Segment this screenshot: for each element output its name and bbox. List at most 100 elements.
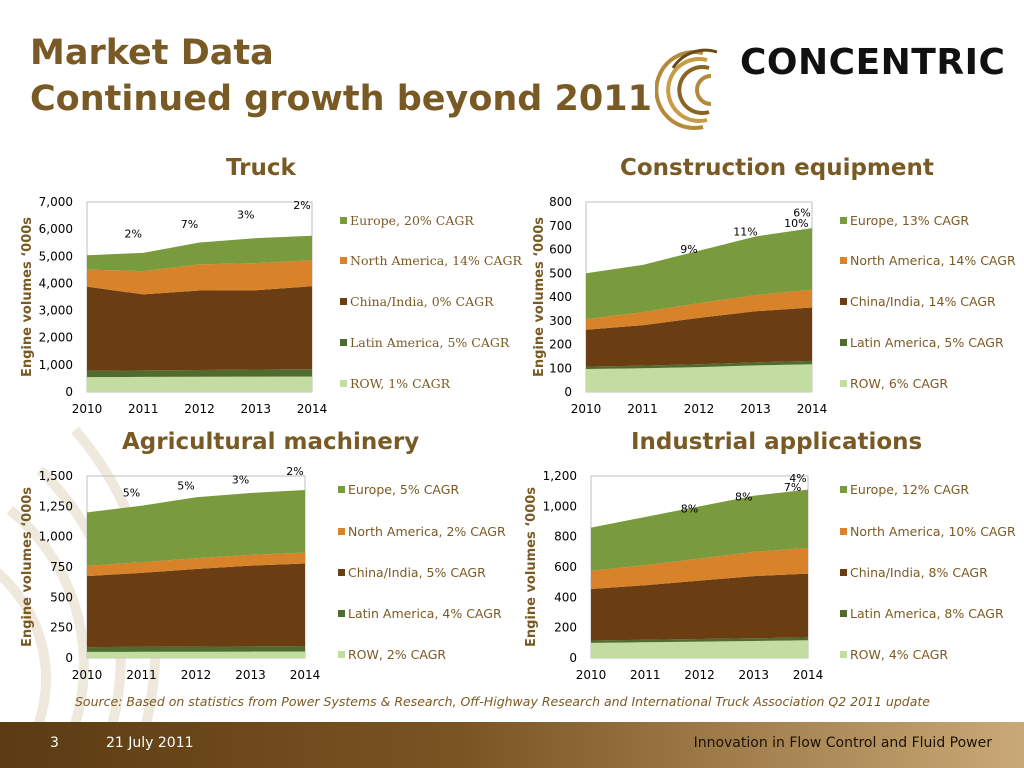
area-series-row xyxy=(591,640,808,658)
x-tick-label: 2014 xyxy=(797,402,828,416)
growth-annotation: 3% xyxy=(237,208,254,221)
y-tick-label: 0 xyxy=(65,385,73,399)
area-series-china-india xyxy=(586,307,812,367)
y-tick-label: 1,000 xyxy=(543,499,577,513)
legend-item: China/India, 14% CAGR xyxy=(840,294,996,309)
chart-title-industrial: Industrial applications xyxy=(631,429,923,455)
legend-swatch xyxy=(840,217,847,224)
area-series-latin-america xyxy=(591,637,808,643)
growth-annotation: 9% xyxy=(680,243,697,256)
area-series-row xyxy=(87,651,305,658)
legend-item: ROW, 4% CAGR xyxy=(840,647,948,662)
legend-swatch xyxy=(340,298,347,305)
legend-label: ROW, 1% CAGR xyxy=(350,376,451,391)
legend-swatch xyxy=(840,257,847,264)
legend-item: North America, 2% CAGR xyxy=(338,524,506,539)
x-tick-label: 2010 xyxy=(576,668,607,682)
legend-swatch xyxy=(840,610,847,617)
y-tick-label: 750 xyxy=(50,560,73,574)
x-tick-label: 2012 xyxy=(684,402,715,416)
x-tick-label: 2013 xyxy=(738,668,769,682)
legend-swatch xyxy=(840,528,847,535)
logo-mark-icon xyxy=(655,48,718,130)
growth-annotation: 2% xyxy=(286,465,303,478)
y-tick-label: 1,500 xyxy=(39,469,73,483)
footer-date: 21 July 2011 xyxy=(106,735,194,751)
x-tick-label: 2011 xyxy=(630,668,661,682)
legend-swatch xyxy=(840,298,847,305)
area-series-europe xyxy=(87,489,305,566)
legend-label: China/India, 0% CAGR xyxy=(350,294,494,309)
legend-label: ROW, 2% CAGR xyxy=(348,647,447,662)
legend-label: Europe, 20% CAGR xyxy=(350,213,474,228)
legend-swatch xyxy=(338,651,345,658)
legend-item: North America, 14% CAGR xyxy=(340,253,522,268)
legend-swatch xyxy=(340,380,347,387)
area-series-china-india xyxy=(87,563,305,648)
source-note: Source: Based on statistics from Power S… xyxy=(75,694,930,709)
title-line-2: Continued growth beyond 2011 xyxy=(30,79,652,119)
legend-item: Europe, 12% CAGR xyxy=(840,482,969,497)
y-axis-label: Engine volumes ‘000s xyxy=(524,487,539,647)
x-tick-label: 2013 xyxy=(740,402,771,416)
legend-label: Europe, 13% CAGR xyxy=(850,213,970,228)
y-tick-label: 500 xyxy=(549,266,572,280)
y-tick-label: 400 xyxy=(549,290,572,304)
y-tick-label: 600 xyxy=(554,560,577,574)
x-tick-label: 2010 xyxy=(72,402,103,416)
footer-tagline: Innovation in Flow Control and Fluid Pow… xyxy=(693,735,992,751)
x-tick-label: 2011 xyxy=(128,402,159,416)
growth-annotation: 8% xyxy=(735,490,752,503)
x-tick-label: 2012 xyxy=(181,668,212,682)
y-tick-label: 700 xyxy=(549,219,572,233)
legend-item: Europe, 13% CAGR xyxy=(840,213,969,228)
growth-annotation: 5% xyxy=(177,479,194,492)
legend-item: ROW, 6% CAGR xyxy=(840,376,948,391)
growth-annotation: 5% xyxy=(123,487,140,500)
y-tick-label: 800 xyxy=(549,195,572,209)
area-series-latin-america xyxy=(87,369,312,378)
legend-label: North America, 14% CAGR xyxy=(850,253,1016,268)
x-tick-label: 2014 xyxy=(290,668,321,682)
legend-swatch xyxy=(840,486,847,493)
growth-annotation: 11% xyxy=(733,225,757,238)
legend-item: Latin America, 5% CAGR xyxy=(840,335,1004,350)
y-tick-label: 5,000 xyxy=(39,249,73,263)
x-tick-label: 2011 xyxy=(627,402,658,416)
y-tick-label: 250 xyxy=(50,621,73,635)
area-series-north-america xyxy=(87,260,312,295)
y-tick-label: 200 xyxy=(554,621,577,635)
y-tick-label: 0 xyxy=(564,385,572,399)
y-tick-label: 3,000 xyxy=(39,304,73,318)
footer-bar: 3 21 July 2011 Innovation in Flow Contro… xyxy=(0,722,1024,768)
legend-item: Latin America, 5% CAGR xyxy=(340,335,509,350)
y-tick-label: 1,000 xyxy=(39,530,73,544)
legend-label: ROW, 6% CAGR xyxy=(850,376,949,391)
area-series-china-india xyxy=(87,286,312,371)
legend-item: North America, 14% CAGR xyxy=(840,253,1016,268)
y-tick-label: 0 xyxy=(65,651,73,665)
legend-swatch xyxy=(840,651,847,658)
y-tick-label: 800 xyxy=(554,530,577,544)
chart-title-agricultural: Agricultural machinery xyxy=(122,429,420,455)
growth-annotation: 2% xyxy=(125,227,142,240)
x-tick-label: 2010 xyxy=(72,668,103,682)
area-series-china-india xyxy=(591,573,808,641)
y-axis-label: Engine volumes ‘000s xyxy=(532,217,547,377)
chart-title-construction: Construction equipment xyxy=(620,155,934,181)
x-tick-label: 2014 xyxy=(297,402,328,416)
legend-label: China/India, 8% CAGR xyxy=(850,565,988,580)
legend-item: Latin America, 4% CAGR xyxy=(338,606,502,621)
growth-annotation: 4% xyxy=(789,472,806,485)
area-series-latin-america xyxy=(87,645,305,652)
x-tick-label: 2010 xyxy=(571,402,602,416)
y-tick-label: 400 xyxy=(554,590,577,604)
area-series-europe xyxy=(591,489,808,571)
y-tick-label: 1,250 xyxy=(39,499,73,513)
growth-annotation: 6% xyxy=(793,207,810,220)
legend-swatch xyxy=(338,528,345,535)
legend-label: Latin America, 4% CAGR xyxy=(348,606,502,621)
